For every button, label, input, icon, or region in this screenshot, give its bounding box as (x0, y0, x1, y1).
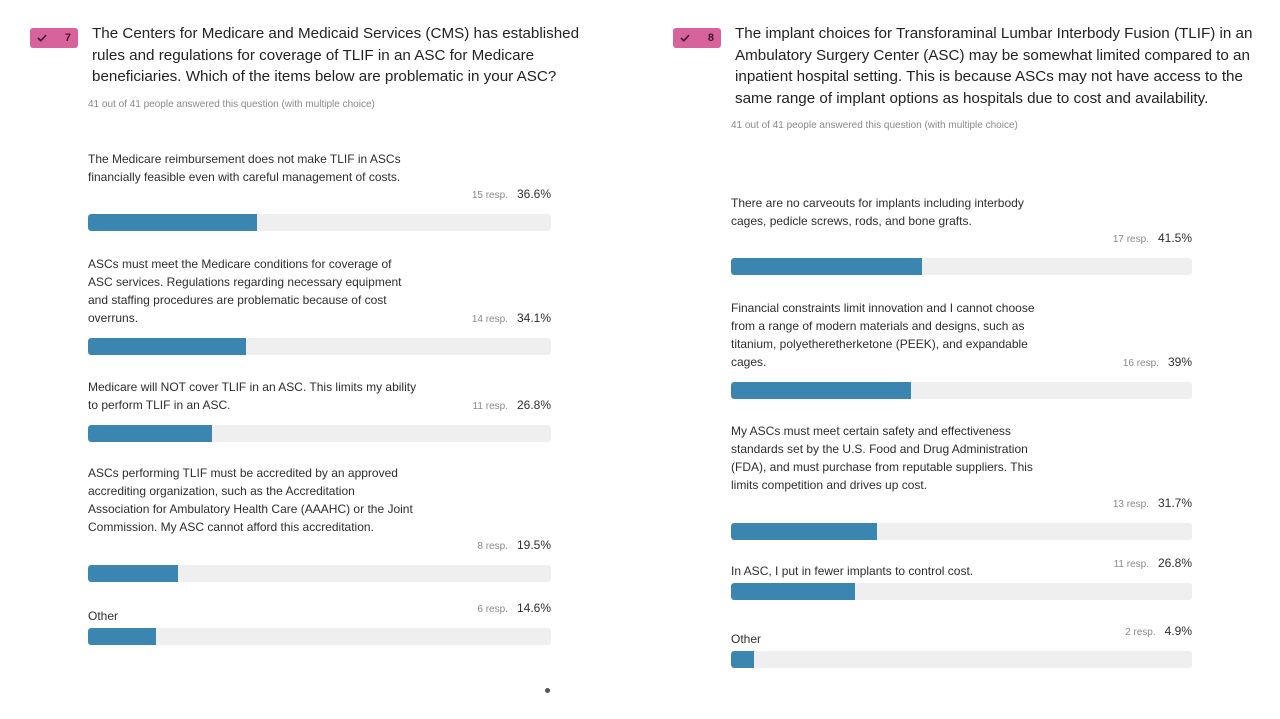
bar (731, 651, 754, 668)
bar-track (731, 258, 1192, 275)
question-number-badge: 8 (673, 28, 721, 48)
question-number: 7 (64, 32, 71, 44)
question-title: The Centers for Medicare and Medicaid Se… (92, 25, 580, 85)
question-title: The implant choices for Transforaminal L… (735, 25, 1253, 107)
answer-option-stats: 15 resp. 36.6% (472, 187, 551, 201)
percent-label: 41.5% (1157, 231, 1192, 245)
percent-label: 14.6% (516, 601, 551, 615)
response-count: 17 resp. (1112, 234, 1149, 245)
answer-option-stats: 11 resp. 26.8% (473, 398, 551, 412)
answer-option-label: Other (88, 609, 119, 623)
answer-option-stats: 16 resp. 39% (1123, 355, 1192, 369)
answer-option-label: There are no carveouts for implants incl… (731, 196, 1024, 228)
bar-track (88, 338, 551, 355)
percent-label: 39% (1167, 355, 1192, 369)
bar-track (731, 651, 1192, 668)
question-number: 8 (707, 32, 714, 44)
question-header: 8 The implant choices for Transforaminal… (673, 23, 1263, 109)
response-count: 11 resp. (472, 401, 508, 412)
response-count: 16 resp. (1122, 358, 1159, 369)
answer-option-label: The Medicare reimbursement does not make… (88, 152, 401, 184)
answer-option: Medicare will NOT cover TLIF in an ASC. … (88, 378, 551, 442)
bar (731, 523, 878, 540)
answer-option-stats: 13 resp. 31.7% (1113, 496, 1192, 510)
answer-option: In ASC, I put in fewer implants to contr… (731, 556, 1192, 600)
answer-option-label: ASCs must meet the Medicare conditions f… (88, 257, 402, 325)
answer-option: There are no carveouts for implants incl… (731, 194, 1192, 275)
bar (88, 425, 213, 442)
check-icon (37, 34, 47, 42)
percent-label: 4.9% (1164, 624, 1192, 638)
response-count: 14 resp. (471, 314, 508, 325)
question-subtitle: 41 out of 41 people answered this questi… (731, 120, 1018, 131)
response-count: 6 resp. (477, 604, 508, 615)
answer-option-stats: 17 resp. 41.5% (1113, 231, 1192, 245)
question-panel-8: 8 The implant choices for Transforaminal… (673, 0, 1263, 668)
answer-option-label: My ASCs must meet certain safety and eff… (731, 424, 1033, 492)
scroll-dot (545, 688, 550, 693)
percent-label: 36.6% (516, 187, 551, 201)
bar-track (88, 628, 551, 645)
percent-label: 26.8% (1157, 556, 1192, 570)
question-number-badge: 7 (30, 28, 78, 48)
bar (731, 258, 923, 275)
answer-option-stats: 14 resp. 34.1% (472, 311, 551, 325)
percent-label: 34.1% (516, 311, 551, 325)
percent-label: 19.5% (516, 538, 551, 552)
answer-option-stats: 6 resp. 14.6% (477, 601, 551, 615)
bar-track (88, 425, 551, 442)
bar (731, 382, 911, 399)
question-header: 7 The Centers for Medicare and Medicaid … (30, 23, 600, 88)
answer-option-label: In ASC, I put in fewer implants to contr… (731, 564, 974, 578)
answer-option: Other 2 resp. 4.9% (731, 624, 1192, 668)
answer-option: ASCs performing TLIF must be accredited … (88, 464, 551, 582)
answer-option-stats: 11 resp. 26.8% (1114, 556, 1192, 570)
answer-option-label: ASCs performing TLIF must be accredited … (88, 466, 413, 534)
bar-track (731, 583, 1192, 600)
response-count: 15 resp. (471, 190, 508, 201)
check-icon (680, 34, 690, 42)
bar (88, 214, 258, 231)
answer-option: My ASCs must meet certain safety and eff… (731, 422, 1192, 540)
answer-option-stats: 8 resp. 19.5% (477, 538, 551, 552)
percent-label: 31.7% (1157, 496, 1192, 510)
bar (88, 628, 156, 645)
percent-label: 26.8% (516, 398, 551, 412)
question-subtitle: 41 out of 41 people answered this questi… (88, 98, 375, 110)
answer-option: The Medicare reimbursement does not make… (88, 150, 551, 231)
bar-track (88, 214, 551, 231)
answer-option: Other 6 resp. 14.6% (88, 601, 551, 645)
bar-track (731, 382, 1192, 399)
bar (88, 565, 179, 582)
answer-option: ASCs must meet the Medicare conditions f… (88, 255, 551, 355)
bar (88, 338, 246, 355)
response-count: 8 resp. (477, 541, 508, 552)
answer-option-label: Financial constraints limit innovation a… (731, 301, 1035, 369)
answer-option-stats: 2 resp. 4.9% (1125, 624, 1192, 638)
question-panel-7: 7 The Centers for Medicare and Medicaid … (30, 0, 600, 645)
answer-option: Financial constraints limit innovation a… (731, 299, 1192, 399)
response-count: 2 resp. (1125, 627, 1156, 638)
bar-track (731, 523, 1192, 540)
answer-option-label: Medicare will NOT cover TLIF in an ASC. … (88, 380, 417, 412)
bar-track (88, 565, 551, 582)
answer-option-label: Other (731, 632, 762, 646)
response-count: 11 resp. (1113, 559, 1149, 570)
response-count: 13 resp. (1112, 499, 1149, 510)
bar (731, 583, 855, 600)
